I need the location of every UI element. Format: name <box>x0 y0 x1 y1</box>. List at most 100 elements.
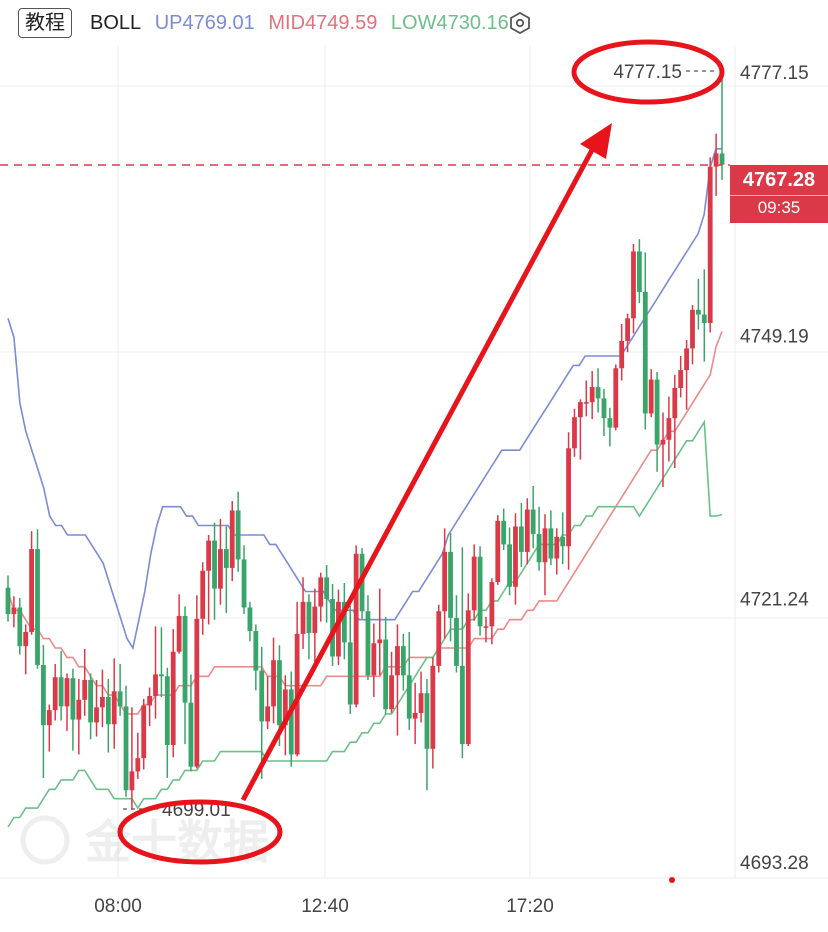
candle-body <box>318 577 324 607</box>
candle-body <box>471 556 477 611</box>
candle-body <box>719 153 725 165</box>
candle-body <box>530 509 536 535</box>
candle-body <box>589 387 595 403</box>
x-axis: 08:00 12:40 17:20 <box>94 896 554 917</box>
candle-body <box>312 606 318 633</box>
candle-body <box>607 418 613 428</box>
candle-body <box>94 707 99 723</box>
candle-body <box>371 643 377 676</box>
candle-body <box>247 607 253 632</box>
candle-body <box>153 674 158 697</box>
candle-body <box>324 577 330 600</box>
candle-body <box>123 706 129 791</box>
candle-body <box>465 610 471 745</box>
candle-body <box>518 526 524 552</box>
candle-body <box>436 611 442 666</box>
candle-body <box>117 691 123 707</box>
bollinger-bands <box>7 148 723 828</box>
candle-body <box>58 677 64 707</box>
candle-body <box>100 696 105 708</box>
boll-mid-value: MID4749.59 <box>268 12 378 34</box>
boll-low-line <box>7 419 723 828</box>
candle-body <box>365 611 371 676</box>
candle-body <box>625 318 630 341</box>
candle-body <box>501 520 507 545</box>
candle-body <box>572 417 577 449</box>
y-tick-label: 4721.24 <box>740 590 809 611</box>
candle-body <box>418 693 424 713</box>
candle-body <box>241 559 247 608</box>
candle-body <box>76 699 82 720</box>
indicator-bar: 教程 BOLL UP4769.01 MID4749.59 LOW4730.16 <box>0 0 828 46</box>
candle-body <box>619 340 625 369</box>
candle-body <box>259 670 265 722</box>
candle-body <box>105 696 111 725</box>
candle-body <box>70 678 76 720</box>
grid-lines <box>0 46 828 879</box>
trend-arrow-head-icon <box>580 123 612 159</box>
candle-body <box>336 601 341 657</box>
boll-up-value: UP4769.01 <box>154 12 255 34</box>
candle-body <box>223 549 229 568</box>
candle-body <box>454 617 459 666</box>
trend-arrow-line <box>240 148 595 802</box>
candle-body <box>288 689 294 755</box>
candle-body <box>448 551 453 618</box>
candle-body <box>341 601 347 643</box>
candle-body <box>277 660 282 726</box>
y-tick-label: 4693.28 <box>740 853 809 874</box>
candle-body <box>678 370 684 389</box>
candle-body <box>111 691 117 725</box>
candle-body <box>654 379 660 445</box>
candle-body <box>170 651 176 746</box>
candle-body <box>595 387 601 399</box>
candle-body <box>642 291 648 414</box>
candle-body <box>17 607 23 647</box>
candle-body <box>548 528 554 559</box>
candle-body <box>271 660 276 707</box>
candle-body <box>713 153 719 167</box>
candle-body <box>29 549 35 632</box>
candle-body <box>536 534 542 563</box>
candle-body <box>560 536 566 547</box>
candle-body <box>648 379 654 414</box>
candle-body <box>660 439 666 445</box>
candle-body <box>395 646 400 676</box>
candle-body <box>218 549 223 589</box>
candle-body <box>483 626 489 628</box>
candle-body <box>23 631 29 647</box>
candle-body <box>194 618 200 767</box>
candle-body <box>507 544 512 587</box>
tutorial-button[interactable]: 教程 <box>18 8 72 38</box>
candle-body <box>631 251 636 319</box>
position-dot <box>669 877 675 883</box>
candle-body <box>159 674 164 677</box>
candle-body <box>147 696 153 706</box>
high-highlight-ellipse <box>571 39 725 105</box>
candle-body <box>135 758 141 772</box>
low-highlight-ellipse <box>117 799 283 865</box>
candle-body <box>347 642 353 705</box>
settings-icon[interactable] <box>509 12 531 34</box>
indicator-name: BOLL <box>90 12 142 34</box>
candle-body <box>424 693 430 749</box>
candle-body <box>200 570 206 619</box>
candle-body <box>265 706 271 722</box>
candle-body <box>701 314 707 324</box>
candle-body <box>64 678 70 707</box>
high-marker-label: 4777.15 <box>613 62 682 83</box>
boll-up-line <box>7 148 722 651</box>
candle-body <box>330 599 335 657</box>
candle-body <box>141 705 147 759</box>
candle-body <box>684 348 689 371</box>
candle-body <box>52 677 58 711</box>
candle-body <box>35 549 40 665</box>
candle-body <box>513 526 518 587</box>
candle-body <box>253 631 259 671</box>
candle-body <box>542 528 548 563</box>
candle-body <box>353 553 359 705</box>
candle-body <box>188 702 194 767</box>
candle-body <box>82 680 88 700</box>
candle-body <box>282 689 288 726</box>
